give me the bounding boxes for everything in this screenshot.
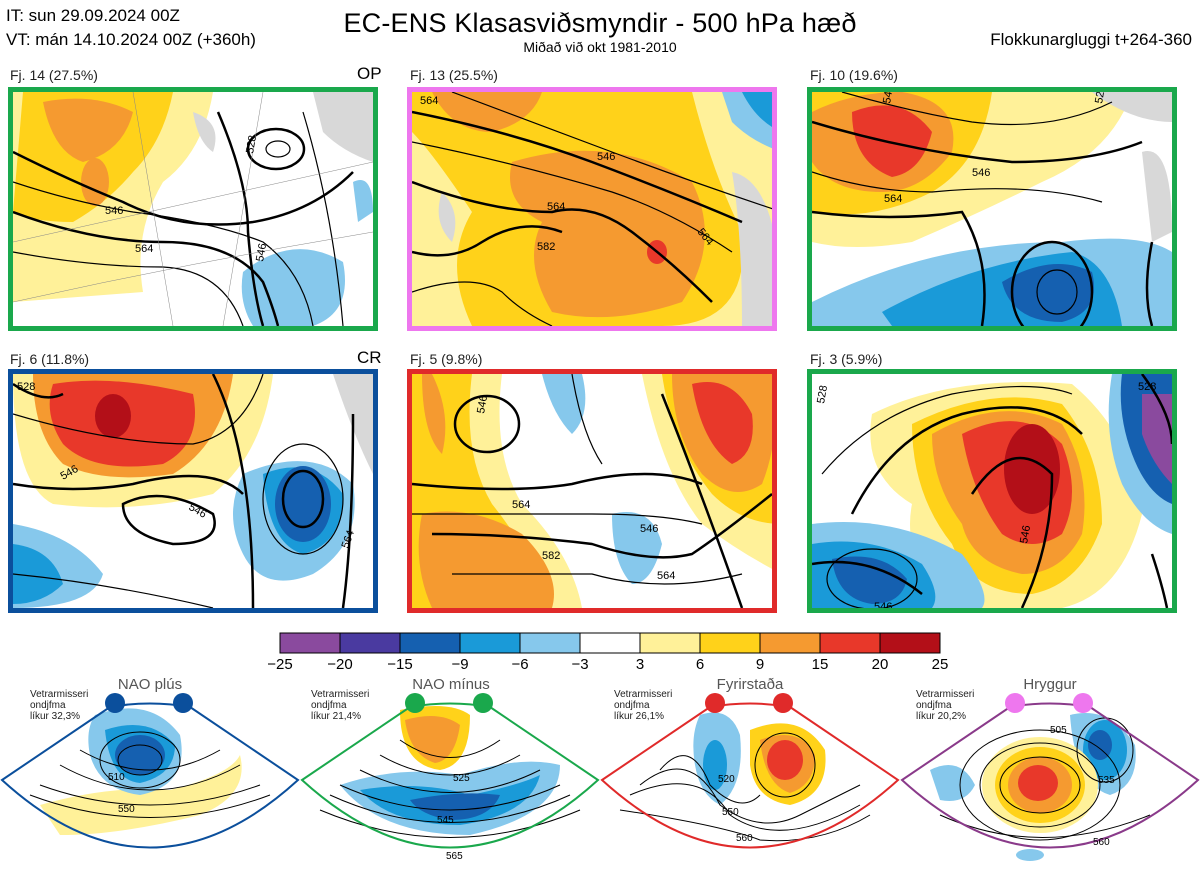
contour-label: 550 — [722, 807, 739, 818]
map-graphic: 528 546 546 528 — [812, 374, 1172, 608]
colorbar-cell — [639, 632, 701, 654]
contour-label: 546 — [254, 242, 269, 262]
colorbar-cell — [579, 632, 641, 654]
cluster-map-13[interactable]: 564 546 564 582 564 — [407, 87, 777, 331]
colorbar-tick-label: −9 — [451, 656, 469, 673]
map-graphic: 546 564 582 546 564 — [412, 374, 772, 608]
contour-label: 545 — [437, 815, 454, 826]
regime-blocking: 520 550 560 — [600, 693, 900, 849]
colorbar-cell — [339, 632, 401, 654]
map-graphic: 546 564 546 528 — [812, 92, 1172, 326]
contour-label: 546 — [475, 394, 490, 414]
colorbar-cell — [459, 632, 521, 654]
contour-label: 564 — [420, 95, 438, 107]
contour-label: 564 — [340, 529, 358, 550]
contour-label: 564 — [884, 193, 902, 205]
cluster-map-10[interactable]: 546 564 546 528 — [807, 87, 1177, 331]
cluster-map-3[interactable]: 528 546 546 528 — [807, 369, 1177, 613]
colorbar-tick-label: −25 — [267, 656, 293, 673]
contour-label: 546 — [874, 601, 892, 608]
contour-label: 560 — [736, 833, 753, 844]
page-subtitle: Miðað við okt 1981-2010 — [523, 39, 677, 55]
map-graphic: 564 546 564 582 564 — [412, 92, 772, 326]
regime-note-nao-minus: Vetrarmisseri ondjfma líkur 21,4% — [311, 689, 370, 722]
contour-label: 525 — [453, 773, 470, 784]
contour-label: 520 — [718, 774, 735, 785]
page-title: EC-ENS Klasasviðsmyndir - 500 hPa hæð — [343, 8, 857, 38]
colorbar — [279, 632, 941, 654]
contour-label: 582 — [537, 241, 555, 253]
contour-label: 528 — [1138, 381, 1156, 393]
panel-4-label: Fj. 6 (11.8%) — [10, 351, 90, 367]
map-graphic: 528 546 546 564 — [13, 374, 373, 608]
cluster-map-6[interactable]: 528 546 546 564 — [8, 369, 378, 613]
colorbar-tick-label: 3 — [635, 656, 645, 673]
contour-label: 546 — [640, 523, 658, 535]
map-graphic: 528 546 564 546 — [13, 92, 373, 326]
contour-label: 564 — [512, 499, 530, 511]
colorbar-cell — [399, 632, 461, 654]
contour-label: 560 — [1093, 837, 1110, 848]
colorbar-cell — [819, 632, 881, 654]
contour-label: 535 — [1098, 775, 1115, 786]
colorbar-cell — [879, 632, 941, 654]
header-times: IT: sun 29.09.2024 00Z VT: mán 14.10.202… — [6, 4, 256, 52]
cluster-map-5[interactable]: 546 564 582 546 564 — [407, 369, 777, 613]
contour-label: 546 — [105, 205, 123, 217]
panel-3-label: Fj. 10 (19.6%) — [810, 67, 898, 83]
panel-1-label: Fj. 14 (27.5%) — [10, 67, 98, 83]
regime-note-blocking: Vetrarmisseri ondjfma líkur 26,1% — [614, 689, 673, 722]
initial-time: IT: sun 29.09.2024 00Z — [6, 6, 180, 25]
regime-note-ridge: Vetrarmisseri ondjfma líkur 20,2% — [916, 689, 975, 722]
panel-2-label: Fj. 13 (25.5%) — [410, 67, 498, 83]
regime-note-nao-plus: Vetrarmisseri ondjfma líkur 32,3% — [30, 689, 89, 722]
contour-label: 564 — [547, 201, 565, 213]
colorbar-tick-label: −20 — [327, 656, 353, 673]
contour-label: 528 — [1093, 92, 1108, 105]
regime-ridge: 505 535 560 — [900, 693, 1200, 861]
contour-label: 505 — [1050, 725, 1067, 736]
contour-label: 546 — [972, 167, 990, 179]
colorbar-tick-label: −15 — [387, 656, 413, 673]
contour-label: 564 — [135, 243, 153, 255]
panel-4-tag: CR — [357, 348, 382, 367]
colorbar-tick-label: 25 — [931, 656, 949, 673]
valid-time: VT: mán 14.10.2024 00Z (+360h) — [6, 30, 256, 49]
regime-panels: 510 550 525 545 565 — [0, 693, 1200, 862]
regime-title-blocking: Fyrirstaða — [716, 676, 784, 693]
classification-window: Flokkunargluggi t+264-360 — [990, 30, 1192, 49]
regime-title-nao-minus: NAO mínus — [412, 676, 490, 693]
colorbar-tick-label: −3 — [571, 656, 589, 673]
contour-label: 564 — [657, 570, 675, 582]
contour-label: 546 — [1018, 524, 1033, 544]
contour-label: 546 — [881, 92, 896, 105]
regime-title-ridge: Hryggur — [1023, 676, 1077, 693]
colorbar-cell — [519, 632, 581, 654]
contour-label: 546 — [597, 151, 615, 163]
contour-label: 550 — [118, 804, 135, 815]
contour-label: 565 — [446, 851, 463, 862]
contour-label: 528 — [244, 134, 259, 154]
contour-label: 528 — [17, 381, 35, 393]
colorbar-tick-label: 20 — [871, 656, 889, 673]
contour-label: 528 — [815, 384, 830, 404]
colorbar-tick-label: 6 — [695, 656, 705, 673]
colorbar-cell — [759, 632, 821, 654]
colorbar-tick-label: 9 — [755, 656, 765, 673]
regime-nao-plus: 510 550 — [0, 693, 300, 849]
panel-6-label: Fj. 3 (5.9%) — [810, 351, 883, 367]
colorbar-tick-label: 15 — [811, 656, 829, 673]
colorbar-cell — [279, 632, 341, 654]
colorbar-tick-label: −6 — [511, 656, 529, 673]
contour-label: 510 — [108, 772, 125, 783]
panel-5-label: Fj. 5 (9.8%) — [410, 351, 483, 367]
colorbar-cell — [699, 632, 761, 654]
regime-title-nao-plus: NAO plús — [117, 676, 183, 693]
regime-nao-minus: 525 545 565 — [300, 693, 600, 862]
panel-1-tag: OP — [357, 64, 382, 83]
cluster-map-14[interactable]: 528 546 564 546 — [8, 87, 378, 331]
contour-label: 582 — [542, 550, 560, 562]
